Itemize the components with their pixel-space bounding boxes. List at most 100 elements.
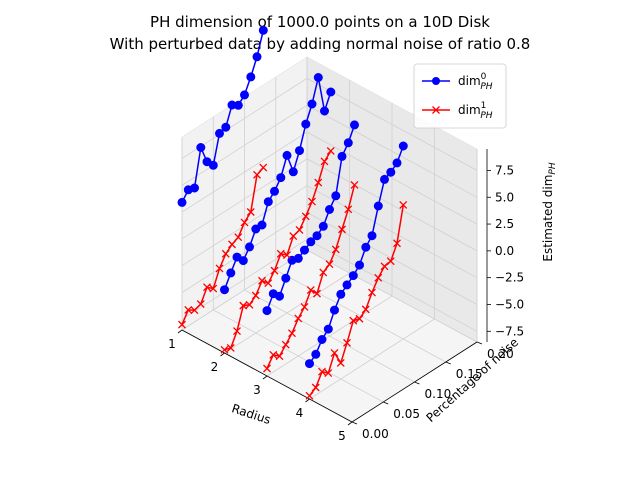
data-point-circle <box>342 280 352 290</box>
y-tick <box>414 381 420 385</box>
data-point-x <box>319 268 328 277</box>
data-point-circle <box>246 72 256 82</box>
data-point-x <box>233 327 241 336</box>
data-point-x <box>399 201 408 209</box>
x-tick-label: 1 <box>168 337 176 351</box>
data-point-x <box>355 314 364 323</box>
data-point-circle <box>196 143 206 152</box>
data-point-x <box>386 257 395 266</box>
data-point-x <box>251 291 260 300</box>
data-point-x <box>178 320 186 329</box>
series-line-1 <box>224 150 332 351</box>
z-tick-label: 7.5 <box>495 163 514 177</box>
z-tick-label: −7.5 <box>495 324 524 338</box>
data-point-circle <box>288 167 298 177</box>
data-point-circle <box>320 106 329 116</box>
z-tick-label: −5.0 <box>495 297 524 311</box>
data-point-circle <box>373 201 383 211</box>
data-point-x <box>326 147 335 155</box>
data-point-circle <box>343 138 353 148</box>
data-point-circle <box>177 197 187 207</box>
data-point-x <box>349 316 358 325</box>
x-tick <box>220 352 225 357</box>
data-point-x <box>234 233 243 242</box>
data-point-circle <box>355 260 364 270</box>
data-point-circle <box>331 191 341 201</box>
data-point-circle <box>301 119 311 129</box>
data-point-circle <box>300 245 309 255</box>
data-point-x <box>343 338 351 347</box>
data-point-circle <box>233 100 243 110</box>
x-tick <box>177 329 183 334</box>
data-point-x <box>269 350 278 359</box>
data-point-x <box>253 170 261 179</box>
y-tick-label: 0.10 <box>425 387 452 401</box>
data-point-circle <box>336 289 346 299</box>
data-point-circle <box>293 253 303 263</box>
data-point-circle <box>361 242 371 252</box>
data-point-x <box>239 301 248 310</box>
data-point-x <box>264 279 273 288</box>
data-point-circle <box>276 173 286 183</box>
data-point-circle <box>281 273 291 283</box>
data-point-circle <box>386 167 396 177</box>
y-tick <box>445 361 451 365</box>
data-point-circle <box>270 186 279 196</box>
data-point-circle <box>257 220 267 230</box>
data-point-x <box>184 305 193 314</box>
data-point-x <box>313 289 321 298</box>
data-point-x <box>240 218 249 227</box>
x-axis-label: Radius <box>230 401 273 427</box>
data-point-circle <box>337 151 347 161</box>
data-point-circle <box>350 120 359 130</box>
x-tick <box>262 375 268 380</box>
data-point-circle <box>263 197 273 207</box>
data-point-circle <box>220 285 229 295</box>
data-point-x <box>311 383 320 392</box>
data-point-circle <box>392 158 402 168</box>
x-tick-label: 5 <box>338 429 346 443</box>
z-tick-label: 2.5 <box>495 217 514 231</box>
data-point-x <box>331 245 340 254</box>
grid-line-y <box>244 97 415 383</box>
data-point-x <box>380 262 389 271</box>
data-point-x <box>308 197 316 206</box>
y-tick <box>351 421 358 425</box>
data-point-x <box>289 232 298 241</box>
data-point-x <box>330 349 339 357</box>
y-tick-label: 0.05 <box>393 407 420 421</box>
data-point-circle <box>190 183 199 193</box>
y-tick-label: 0.20 <box>487 347 514 361</box>
data-point-x <box>374 273 383 282</box>
data-point-x <box>283 251 291 260</box>
data-point-x <box>275 352 284 361</box>
data-point-x <box>320 157 329 166</box>
data-point-x <box>196 300 205 309</box>
data-point-circle <box>282 150 292 160</box>
data-point-circle <box>221 122 231 132</box>
data-point-circle <box>398 141 408 151</box>
plot-area <box>177 25 408 400</box>
data-point-x <box>305 391 314 400</box>
z-axis-label: Estimated dimPH <box>541 162 558 262</box>
data-point-circle <box>367 231 377 241</box>
grid-line-z <box>181 131 478 225</box>
y-tick <box>383 401 389 405</box>
data-point-circle <box>252 52 262 62</box>
x-tick <box>347 421 353 426</box>
chart-title-line1: PH dimension of 1000.0 points on a 10D D… <box>150 13 490 31</box>
data-point-x <box>276 249 285 258</box>
data-point-circle <box>275 291 284 301</box>
data-point-x <box>336 358 345 367</box>
legend: dim0 PH dim1 PH <box>413 63 507 129</box>
data-point-x <box>221 249 230 258</box>
z-tick-label: −2.5 <box>495 271 524 285</box>
data-point-x <box>324 369 333 378</box>
data-point-x <box>325 260 334 269</box>
data-point-circle <box>226 268 236 278</box>
data-point-circle <box>305 359 314 369</box>
data-point-x <box>263 364 271 373</box>
data-point-x <box>288 329 296 338</box>
data-point-x <box>338 225 346 234</box>
